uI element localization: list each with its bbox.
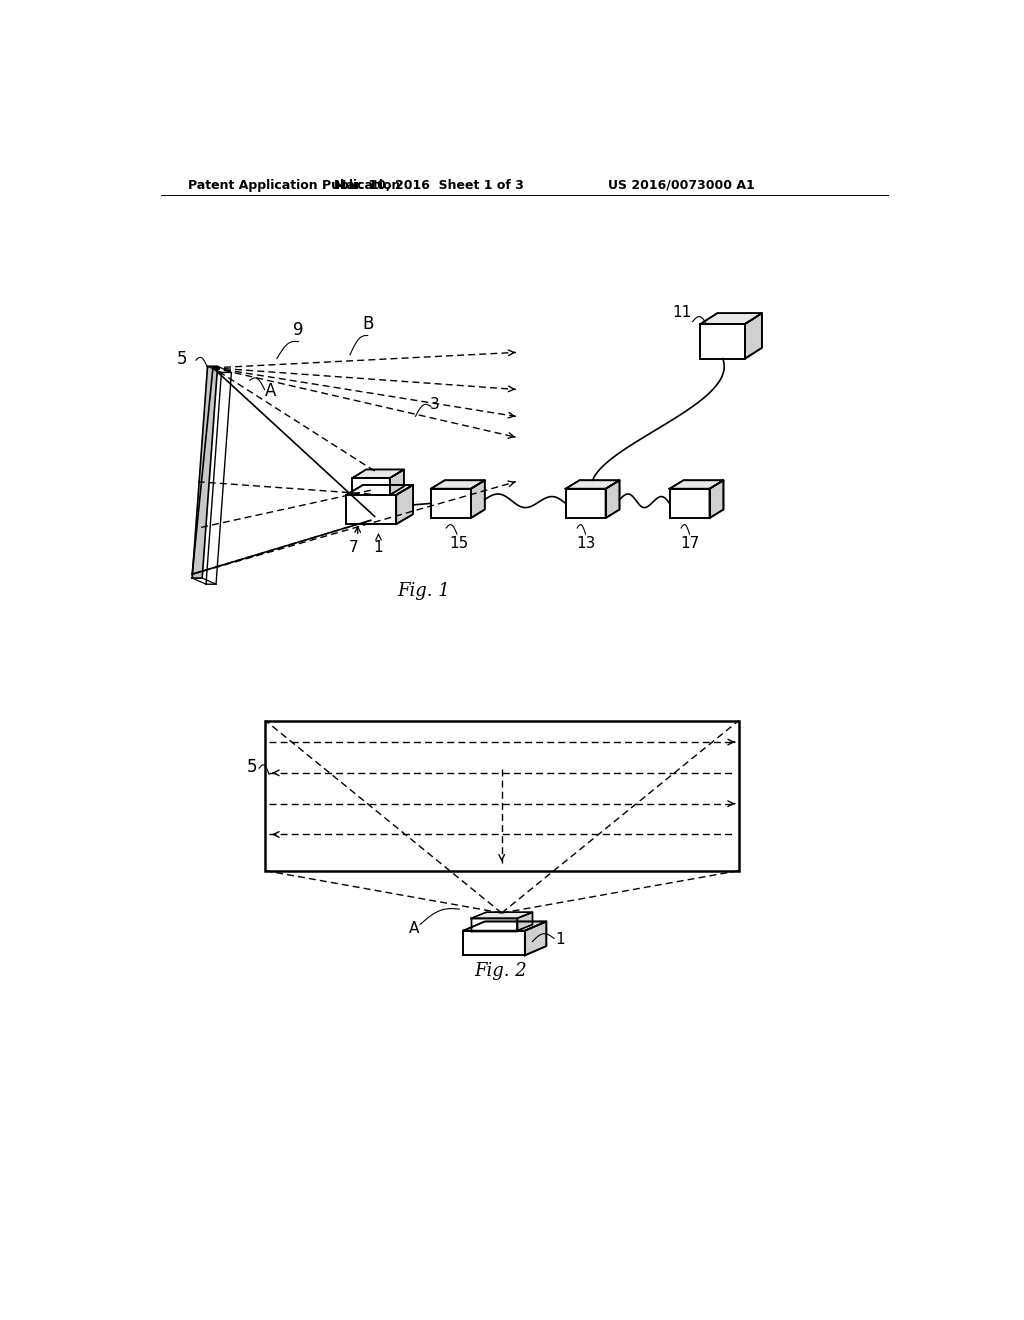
Polygon shape <box>524 921 547 956</box>
Text: 5: 5 <box>177 350 187 367</box>
Text: 9: 9 <box>293 321 304 339</box>
Bar <box>265 721 739 871</box>
Polygon shape <box>710 480 724 517</box>
Text: Patent Application Publication: Patent Application Publication <box>188 178 400 191</box>
Text: B: B <box>362 315 374 333</box>
Polygon shape <box>193 367 217 578</box>
Text: Fig. 1: Fig. 1 <box>396 582 450 601</box>
Polygon shape <box>565 480 620 488</box>
Polygon shape <box>471 912 532 919</box>
Polygon shape <box>346 484 413 495</box>
Polygon shape <box>700 323 745 359</box>
Text: 1: 1 <box>374 540 383 554</box>
Text: A: A <box>265 381 276 400</box>
Polygon shape <box>700 313 762 323</box>
Text: 1: 1 <box>556 932 565 948</box>
Polygon shape <box>670 480 724 488</box>
Polygon shape <box>605 480 620 517</box>
Text: 13: 13 <box>575 536 595 550</box>
Polygon shape <box>346 495 396 524</box>
Polygon shape <box>463 931 524 956</box>
Text: 17: 17 <box>680 536 699 550</box>
Polygon shape <box>471 480 484 517</box>
Text: 7: 7 <box>349 540 358 554</box>
Text: 5: 5 <box>247 758 258 776</box>
Polygon shape <box>463 921 547 931</box>
Polygon shape <box>565 488 605 517</box>
Text: 3: 3 <box>429 397 439 412</box>
Polygon shape <box>517 912 532 931</box>
Text: 15: 15 <box>449 536 468 550</box>
Polygon shape <box>431 488 471 517</box>
Polygon shape <box>352 470 403 478</box>
Text: US 2016/0073000 A1: US 2016/0073000 A1 <box>608 178 755 191</box>
Text: A: A <box>410 921 420 936</box>
Polygon shape <box>670 488 710 517</box>
Polygon shape <box>745 313 762 359</box>
Text: 11: 11 <box>672 305 691 321</box>
Polygon shape <box>471 919 517 931</box>
Polygon shape <box>352 478 390 495</box>
Text: Fig. 2: Fig. 2 <box>474 962 526 979</box>
Text: Mar. 10, 2016  Sheet 1 of 3: Mar. 10, 2016 Sheet 1 of 3 <box>335 178 524 191</box>
Polygon shape <box>396 484 413 524</box>
Polygon shape <box>431 480 484 488</box>
Polygon shape <box>390 470 403 495</box>
